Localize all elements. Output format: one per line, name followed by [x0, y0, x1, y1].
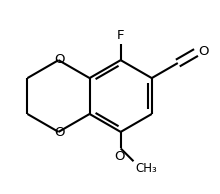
Text: O: O	[199, 45, 209, 58]
Text: O: O	[114, 150, 125, 163]
Text: CH₃: CH₃	[136, 162, 157, 175]
Text: F: F	[117, 29, 125, 42]
Text: O: O	[54, 126, 65, 139]
Text: O: O	[54, 53, 65, 66]
